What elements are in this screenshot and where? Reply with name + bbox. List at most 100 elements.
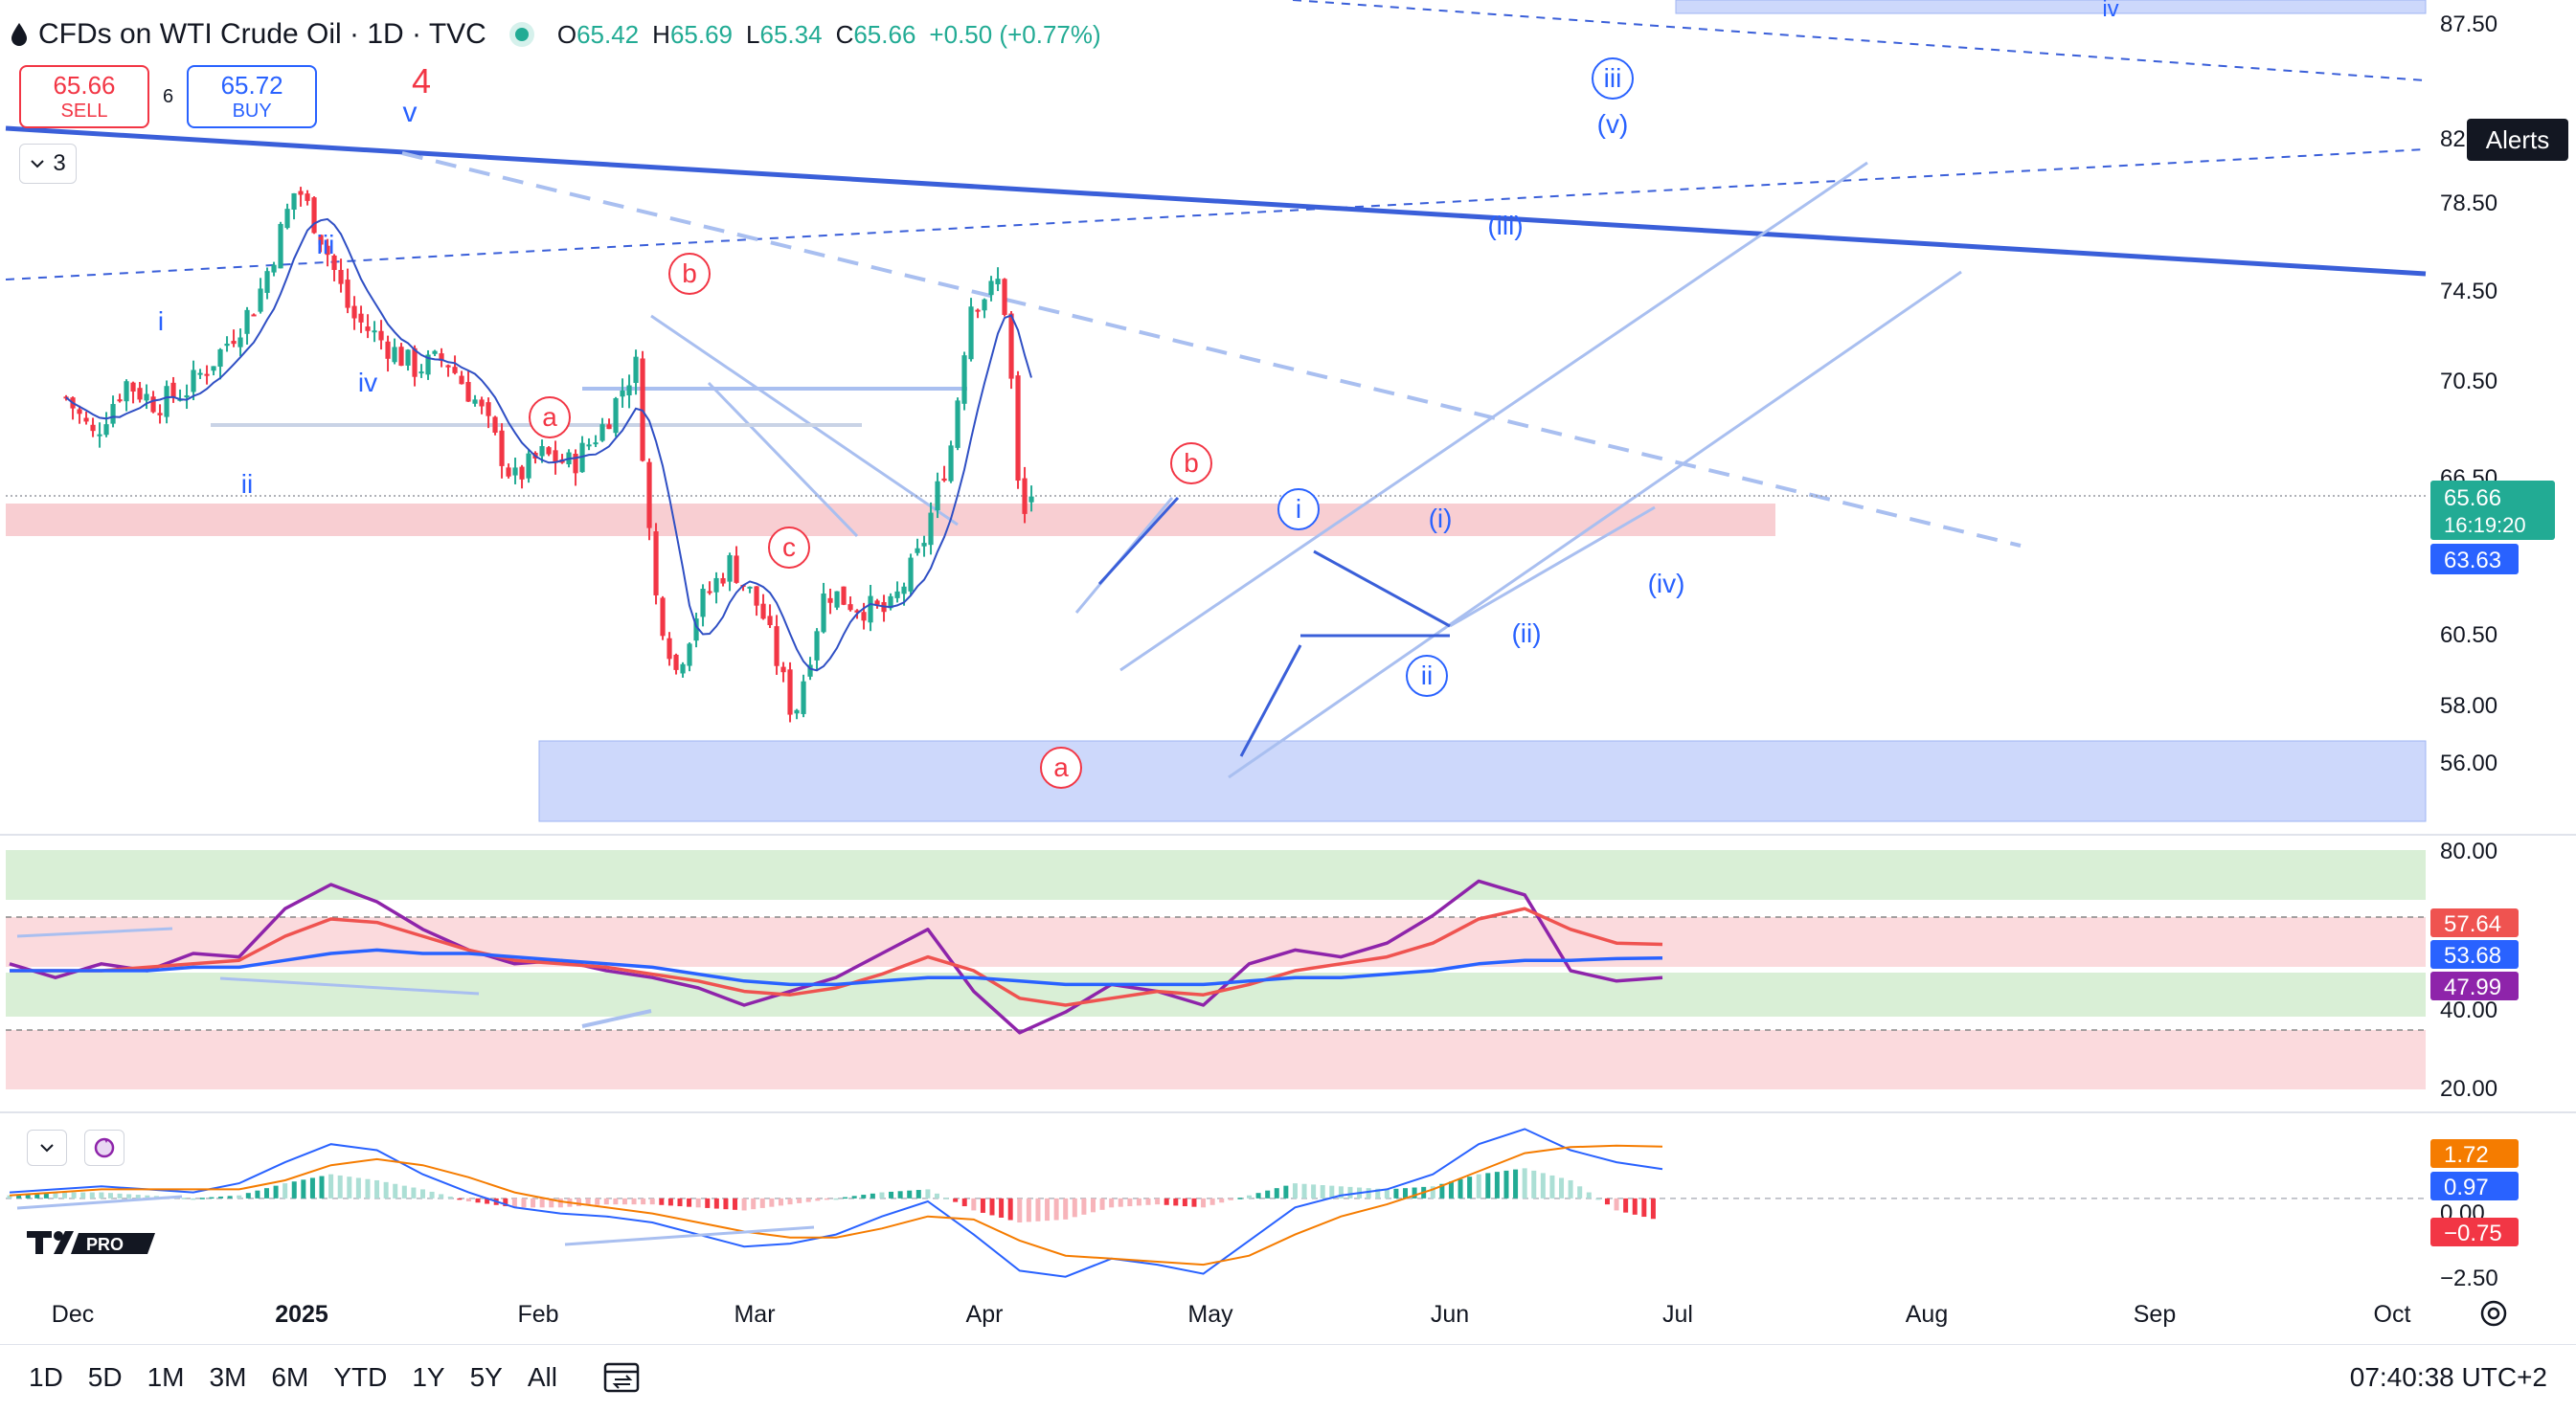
candle	[747, 586, 753, 589]
candle	[197, 372, 203, 375]
macd-histogram-bar	[778, 1198, 783, 1206]
candle	[1008, 313, 1014, 379]
candle	[398, 347, 404, 367]
countdown-label: 16:19:20	[2444, 513, 2526, 537]
range-5y[interactable]: 5Y	[469, 1362, 503, 1392]
wave-label-circle	[1277, 488, 1320, 530]
collapse-indicators-button[interactable]: 3	[19, 144, 77, 184]
rsi-value-label: 57.64	[2444, 911, 2501, 937]
range-1d[interactable]: 1D	[29, 1362, 63, 1392]
rsi-divergence-line-3	[581, 1009, 652, 1028]
candle	[97, 434, 102, 437]
macd-histogram-bar	[1201, 1198, 1207, 1208]
macd-histogram-bar	[1595, 1198, 1601, 1200]
macd-histogram-bar	[1476, 1174, 1481, 1199]
candle	[472, 399, 478, 404]
macd-histogram-bar	[805, 1198, 811, 1202]
macd-histogram-bar	[117, 1193, 123, 1199]
range-5d[interactable]: 5D	[87, 1362, 123, 1392]
macd-value-tag	[2430, 1218, 2519, 1246]
candle	[325, 245, 330, 256]
alerts-button[interactable]: Alerts	[2467, 119, 2568, 161]
candle	[77, 409, 82, 415]
candle	[351, 305, 357, 319]
macd-histogram-bar	[1026, 1198, 1031, 1222]
svg-text:PRO: PRO	[86, 1235, 124, 1254]
macd-histogram-bar	[383, 1181, 389, 1199]
macd-refresh-button[interactable]	[84, 1130, 124, 1166]
macd-value-label: 1.72	[2444, 1142, 2489, 1168]
macd-histogram-bar	[374, 1179, 380, 1199]
range-all[interactable]: All	[527, 1362, 557, 1392]
symbol-title[interactable]: CFDs on WTI Crude Oil · 1D · TVC	[38, 18, 486, 50]
candle	[888, 595, 893, 609]
macd-histogram-bar	[135, 1195, 141, 1199]
macd-histogram-bar	[989, 1198, 995, 1216]
macd-histogram-bar	[741, 1198, 747, 1211]
macd-histogram-bar	[1053, 1198, 1059, 1221]
buy-button[interactable]: 65.72 BUY	[187, 65, 318, 128]
macd-histogram-bar	[447, 1196, 453, 1199]
macd-histogram-bar	[1063, 1198, 1069, 1220]
candle	[392, 347, 397, 363]
candle	[801, 681, 806, 714]
macd-histogram-bar	[511, 1198, 517, 1208]
range-6m[interactable]: 6M	[271, 1362, 309, 1392]
wave-label: i	[158, 306, 164, 336]
macd-histogram-bar	[1577, 1186, 1583, 1199]
rsi-series-rsi	[9, 879, 1663, 1035]
candle	[479, 399, 485, 407]
time-axis-label: 2025	[275, 1301, 328, 1328]
macd-histogram-bar	[961, 1198, 967, 1207]
clock[interactable]: 07:40:38 UTC+2	[2349, 1362, 2547, 1392]
macd-histogram-bar	[1513, 1169, 1519, 1199]
macd-histogram-bar	[521, 1198, 527, 1208]
macd-histogram-bar	[759, 1198, 765, 1208]
macd-histogram-bar	[1531, 1170, 1537, 1199]
macd-histogram-bar	[1623, 1198, 1629, 1213]
trade-panel: 65.66 SELL 6 65.72 BUY	[19, 65, 318, 128]
candle	[553, 450, 558, 463]
candle	[935, 481, 940, 511]
candle	[620, 391, 625, 397]
macd-histogram-bar	[181, 1198, 187, 1199]
candle	[251, 314, 257, 317]
date-range-icon[interactable]	[601, 1358, 644, 1397]
macd-histogram-bar	[1403, 1188, 1409, 1199]
wedge-line-a	[650, 314, 959, 527]
range-1y[interactable]: 1Y	[412, 1362, 445, 1392]
indicator-count: 3	[53, 150, 66, 176]
rsi-series-ema	[10, 907, 1663, 1007]
range-ytd[interactable]: YTD	[333, 1362, 388, 1392]
macd-collapse-button[interactable]	[27, 1130, 67, 1166]
candle	[331, 255, 337, 270]
candle	[164, 386, 169, 417]
settings-gear-icon[interactable]	[2476, 1296, 2511, 1331]
candle	[338, 269, 344, 284]
candle	[573, 453, 578, 474]
range-3m[interactable]: 3M	[209, 1362, 247, 1392]
rsi-axis-label: 40.00	[2440, 997, 2497, 1023]
price-axis-label: 74.50	[2440, 279, 2497, 304]
candle	[539, 446, 545, 457]
macd-histogram-bar	[1301, 1183, 1307, 1199]
rsi-upper-band	[6, 917, 2426, 967]
candle	[854, 610, 860, 613]
macd-histogram-bar	[1586, 1192, 1592, 1199]
chevron-down-icon	[31, 160, 45, 168]
macd-histogram-bar	[1439, 1183, 1445, 1199]
macd-histogram-bar	[1274, 1188, 1279, 1199]
sell-button[interactable]: 65.66 SELL	[19, 65, 149, 128]
candle	[1015, 375, 1021, 482]
wave-label-circle	[1170, 442, 1212, 484]
candle	[546, 447, 552, 455]
macd-histogram-bar	[328, 1174, 334, 1199]
candle	[667, 638, 672, 660]
macd-histogram-bar	[99, 1192, 104, 1199]
range-1m[interactable]: 1M	[147, 1362, 185, 1392]
macd-histogram-bar	[833, 1198, 839, 1200]
macd-histogram-bar	[603, 1198, 609, 1205]
macd-histogram-bar	[319, 1176, 325, 1199]
candle	[130, 382, 136, 392]
